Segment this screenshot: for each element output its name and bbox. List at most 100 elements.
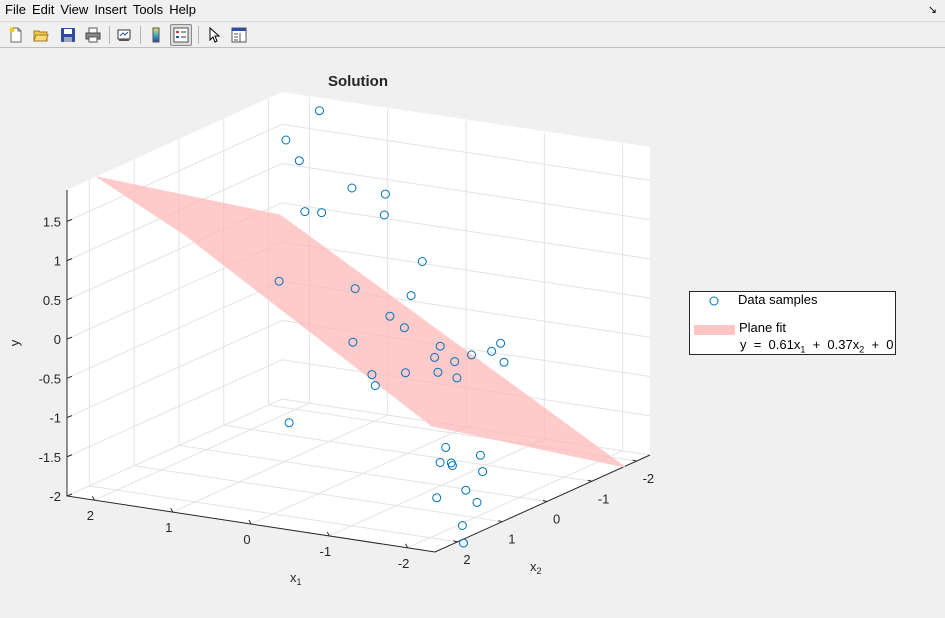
- y-tick-label: -0.5: [39, 371, 61, 386]
- undock-icon[interactable]: ↘: [927, 4, 937, 16]
- data-sample-point: [441, 442, 451, 452]
- y-tick-label: -1.5: [39, 450, 61, 465]
- x2-tick-mark: [453, 540, 458, 543]
- menu-help[interactable]: Help: [169, 2, 196, 17]
- grid-line-y: [66, 320, 651, 418]
- x2-tick-mark: [587, 479, 592, 482]
- data-sample-point: [367, 370, 377, 380]
- data-sample-point: [467, 350, 476, 360]
- menu-insert[interactable]: Insert: [94, 2, 127, 17]
- toolbar-separator: [140, 26, 141, 44]
- legend-box[interactable]: Data samples Plane fit y = 0.61x1 + 0.37…: [689, 291, 896, 355]
- plane-fit-surface[interactable]: [96, 176, 626, 468]
- legend-icon: [173, 27, 189, 43]
- legend-marker-samples: [709, 296, 719, 306]
- x2-tick-label: 1: [508, 532, 515, 547]
- link-plot-button[interactable]: [113, 24, 135, 46]
- x2-axis-label: x2: [530, 559, 542, 576]
- data-sample-point: [380, 189, 390, 199]
- data-sample-point: [350, 284, 360, 294]
- data-sample-point: [417, 257, 427, 266]
- data-sample-point: [300, 207, 310, 217]
- legend-button[interactable]: [170, 24, 192, 46]
- x2-tick-mark: [632, 459, 637, 462]
- y-tick-label: -2: [49, 489, 61, 504]
- y-tick-mark: [66, 218, 73, 222]
- x2-tick-label: -2: [643, 471, 655, 486]
- x1-tick-label: -2: [398, 556, 410, 571]
- y-tick-mark: [66, 375, 73, 379]
- data-sample-point: [317, 208, 327, 218]
- grid-lines: [66, 97, 651, 549]
- x1-tick-mark: [170, 507, 174, 513]
- edit-plot-button[interactable]: [203, 24, 225, 46]
- link-plot-icon: [117, 29, 131, 41]
- data-sample-point: [348, 337, 358, 347]
- menu-file[interactable]: File: [5, 2, 26, 17]
- data-sample-point: [406, 291, 416, 301]
- y-tick-label: 0.5: [43, 293, 61, 308]
- x2-tick-mark: [498, 520, 503, 523]
- legend-equation: y = 0.61x1 + 0.37x2 + 0: [740, 337, 894, 355]
- menu-edit[interactable]: Edit: [31, 2, 55, 17]
- new-figure-icon: [9, 27, 22, 43]
- data-sample-point: [433, 367, 443, 377]
- y-tick-mark: [66, 454, 73, 458]
- legend-label-samples: Data samples: [738, 292, 818, 307]
- data-sample-point: [315, 106, 324, 116]
- data-sample-point: [499, 357, 509, 367]
- x2-tick-mark: [542, 499, 548, 502]
- menu-tools[interactable]: Tools: [132, 2, 164, 17]
- edit-plot-icon: [209, 27, 221, 43]
- data-sample-point: [347, 183, 357, 193]
- data-sample-point: [452, 373, 462, 383]
- data-sample-point: [294, 156, 304, 166]
- colorbar-icon: [152, 27, 160, 43]
- print-button[interactable]: [82, 24, 104, 46]
- y-tick-mark: [66, 493, 73, 497]
- data-sample-point: [432, 493, 442, 503]
- y-tick-mark: [66, 258, 73, 262]
- chart-title: Solution: [328, 73, 388, 90]
- save-button[interactable]: [57, 24, 79, 46]
- axis-ticks: 2 1 0 -1 -2 -2 -1 0 1 2 1.5 1 0.5 0 -0.5 -1 -1.5 -2: [39, 214, 655, 570]
- legend-swatch-plane: [694, 325, 735, 335]
- save-icon: [61, 28, 75, 42]
- open-file-button[interactable]: [30, 24, 52, 46]
- data-sample-point: [450, 357, 460, 367]
- y-tick-label: 0: [54, 332, 61, 347]
- menu-view[interactable]: View: [60, 2, 89, 17]
- data-sample-point: [475, 450, 485, 460]
- x1-tick-label: 0: [243, 532, 250, 547]
- y-axis-label: y: [7, 339, 22, 346]
- y-tick-label: 1.5: [43, 214, 61, 229]
- data-sample-point: [461, 485, 471, 495]
- data-sample-point: [379, 210, 389, 220]
- open-file-icon: [33, 30, 49, 42]
- toolbar-separator: [109, 26, 110, 44]
- x1-tick-label: 1: [165, 520, 172, 535]
- data-sample-point: [446, 458, 456, 468]
- x2-tick-label: -1: [598, 491, 610, 506]
- colorbar-button[interactable]: [145, 24, 167, 46]
- x1-tick-mark: [326, 531, 330, 537]
- x1-axis-label: x1: [290, 570, 302, 587]
- data-sample-point: [457, 521, 467, 530]
- print-icon: [85, 27, 101, 43]
- x1-tick-mark: [91, 495, 95, 501]
- data-sample-point: [284, 418, 294, 428]
- figure-canvas: 2 1 0 -1 -2 -2 -1 0 1 2 1.5 1 0.5 0 -0.5 -1 -1.5 -2 Solut…: [0, 49, 945, 618]
- data-sample-point: [487, 346, 497, 356]
- y-tick-mark: [66, 336, 73, 340]
- data-sample-point: [496, 338, 506, 348]
- x2-tick-label: 2: [463, 552, 470, 567]
- data-sample-point: [435, 458, 445, 467]
- plot-area[interactable]: 2 1 0 -1 -2 -2 -1 0 1 2 1.5 1 0.5 0 -0.5 -1 -1.5 -2 Solut…: [0, 49, 945, 618]
- new-figure-button[interactable]: [5, 24, 27, 46]
- grid-line-y: [66, 202, 651, 301]
- property-inspector-button[interactable]: [228, 24, 250, 46]
- y-tick-label: 1: [54, 254, 61, 269]
- data-sample-point: [472, 497, 482, 507]
- y-tick-mark: [66, 415, 73, 419]
- x2-tick-label: 0: [553, 511, 560, 526]
